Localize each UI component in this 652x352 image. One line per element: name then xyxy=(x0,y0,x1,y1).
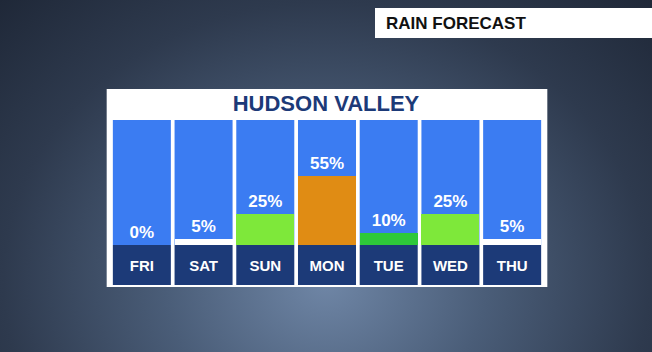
svg-text:25%: 25% xyxy=(433,192,467,211)
svg-text:FRI: FRI xyxy=(130,257,154,274)
svg-text:55%: 55% xyxy=(310,154,344,173)
svg-text:SUN: SUN xyxy=(249,257,281,274)
svg-text:0%: 0% xyxy=(130,223,155,242)
svg-text:10%: 10% xyxy=(372,211,406,230)
svg-text:MON: MON xyxy=(310,257,345,274)
svg-text:5%: 5% xyxy=(191,217,216,236)
svg-text:HUDSON VALLEY: HUDSON VALLEY xyxy=(233,91,420,116)
svg-text:TUE: TUE xyxy=(374,257,404,274)
svg-text:SAT: SAT xyxy=(189,257,218,274)
svg-text:THU: THU xyxy=(497,257,528,274)
svg-text:WED: WED xyxy=(433,257,468,274)
svg-text:25%: 25% xyxy=(248,192,282,211)
svg-text:5%: 5% xyxy=(500,217,525,236)
svg-text:RAIN FORECAST: RAIN FORECAST xyxy=(386,14,526,33)
